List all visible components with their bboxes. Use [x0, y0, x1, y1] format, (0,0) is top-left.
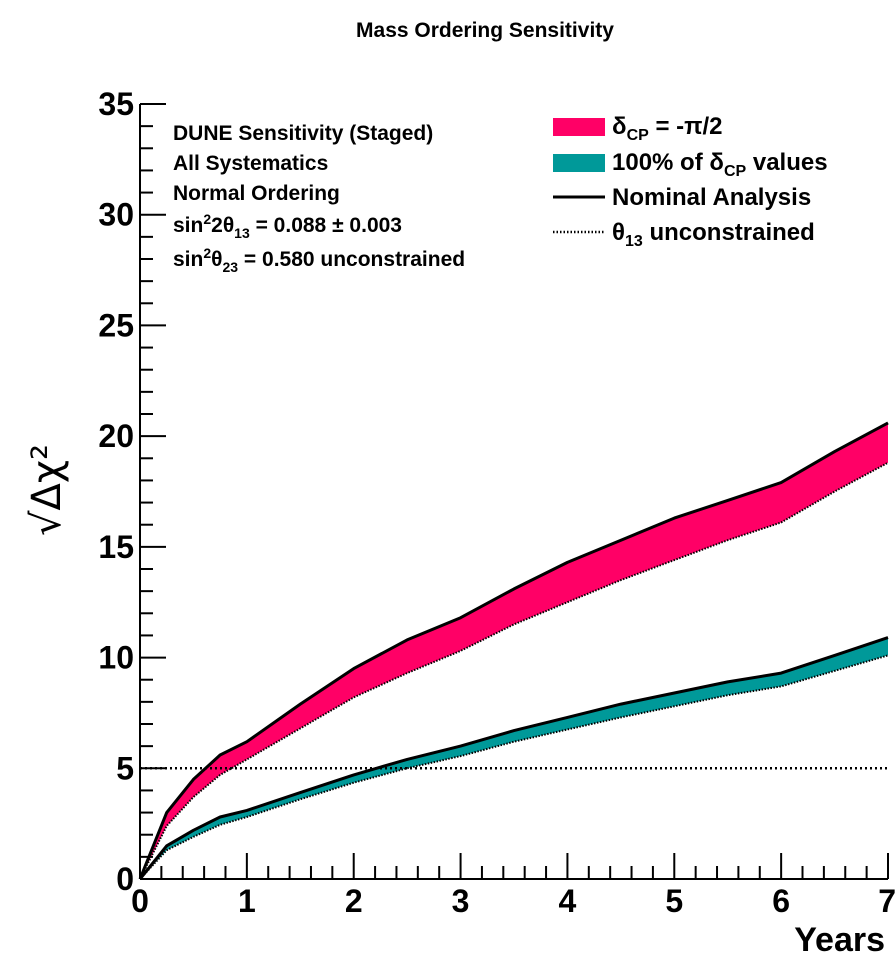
y-axis-ticks: 0 5 10 15 20 25 30 35 [98, 86, 166, 897]
y-tick-label: 10 [98, 640, 134, 676]
legend-entry-1-c: = -π/2 [649, 113, 723, 140]
y-tick-label: 15 [98, 529, 134, 565]
axes [139, 104, 888, 880]
annotation-block: DUNE Sensitivity (Staged) All Systematic… [173, 122, 465, 275]
x-tick-label: 1 [238, 883, 256, 919]
y-tick-label: 0 [116, 861, 134, 897]
x-tick-label: 2 [345, 883, 363, 919]
legend-swatch-delta-cp [553, 118, 605, 136]
legend-entry-1: δCP = -π/2 [612, 113, 723, 144]
x-tick-label: 5 [665, 883, 683, 919]
nominal-curve-delta_cp_minus_pi_2 [138, 421, 889, 880]
legend-entry-2: 100% of δCP values [612, 149, 828, 180]
y-tick-label: 25 [98, 307, 134, 343]
x-tick-label: 7 [878, 883, 895, 919]
bands-layer [140, 422, 888, 879]
annotation-line-5-c: θ [211, 248, 222, 271]
annotation-line-4-e: = 0.088 ± 0.003 [250, 214, 402, 237]
theta13-unconstrained-curve-delta_cp_all [139, 654, 889, 880]
annotation-line-2: All Systematics [173, 152, 328, 175]
annotation-line-4-b: 2 [203, 211, 211, 227]
band-delta_cp_all [140, 637, 888, 879]
y-tick-label: 20 [98, 418, 134, 454]
legend-entry-4-a: θ [612, 219, 625, 246]
legend-entry-2-b: CP [724, 163, 747, 180]
theta13-unconstrained-curve-delta_cp_minus_pi_2 [139, 461, 889, 880]
x-tick-label: 3 [452, 883, 470, 919]
x-axis-ticks: 0 1 2 3 4 5 6 7 [131, 853, 895, 919]
legend-entry-1-b: CP [627, 127, 650, 144]
x-axis-label: Years [794, 921, 885, 957]
annotation-line-4-c: 2θ [211, 214, 234, 237]
annotation-line-4-d: 13 [234, 225, 250, 241]
chart-title: Mass Ordering Sensitivity [356, 19, 614, 42]
legend-entry-4: θ13 unconstrained [612, 219, 815, 250]
y-tick-label: 30 [98, 197, 134, 233]
annotation-line-1: DUNE Sensitivity (Staged) [173, 122, 433, 145]
y-axis-label-text: √Δχ² [24, 444, 70, 536]
y-tick-label: 5 [116, 750, 134, 786]
legend-entry-2-a: 100% of δ [612, 149, 724, 176]
annotation-line-3: Normal Ordering [173, 182, 340, 205]
x-tick-label: 6 [772, 883, 790, 919]
annotation-line-5-e: = 0.580 unconstrained [238, 248, 465, 271]
x-tick-label: 4 [559, 883, 577, 919]
nominal-curve-delta_cp_all [138, 636, 889, 880]
x-tick-label: 0 [131, 883, 149, 919]
y-tick-label: 35 [98, 86, 134, 122]
y-axis-label: √Δχ² [24, 444, 70, 536]
legend-entry-4-b: 13 [625, 233, 643, 250]
curves-layer [138, 421, 889, 880]
legend-swatch-all-delta-cp [553, 154, 605, 172]
annotation-line-5-d: 23 [223, 259, 239, 275]
legend: δCP = -π/2 100% of δCP values Nominal An… [553, 113, 828, 250]
legend-entry-2-c: values [746, 149, 827, 176]
annotation-line-5: sin2θ23 = 0.580 unconstrained [173, 245, 465, 275]
annotation-line-5-a: sin [173, 248, 203, 271]
annotation-line-4-a: sin [173, 214, 203, 237]
annotation-line-4: sin22θ13 = 0.088 ± 0.003 [173, 211, 402, 241]
legend-entry-3: Nominal Analysis [612, 184, 811, 211]
legend-entry-1-a: δ [612, 113, 627, 140]
band-delta_cp_minus_pi_2 [140, 422, 888, 879]
legend-entry-4-c: unconstrained [643, 219, 815, 246]
annotation-line-5-b: 2 [203, 245, 211, 261]
